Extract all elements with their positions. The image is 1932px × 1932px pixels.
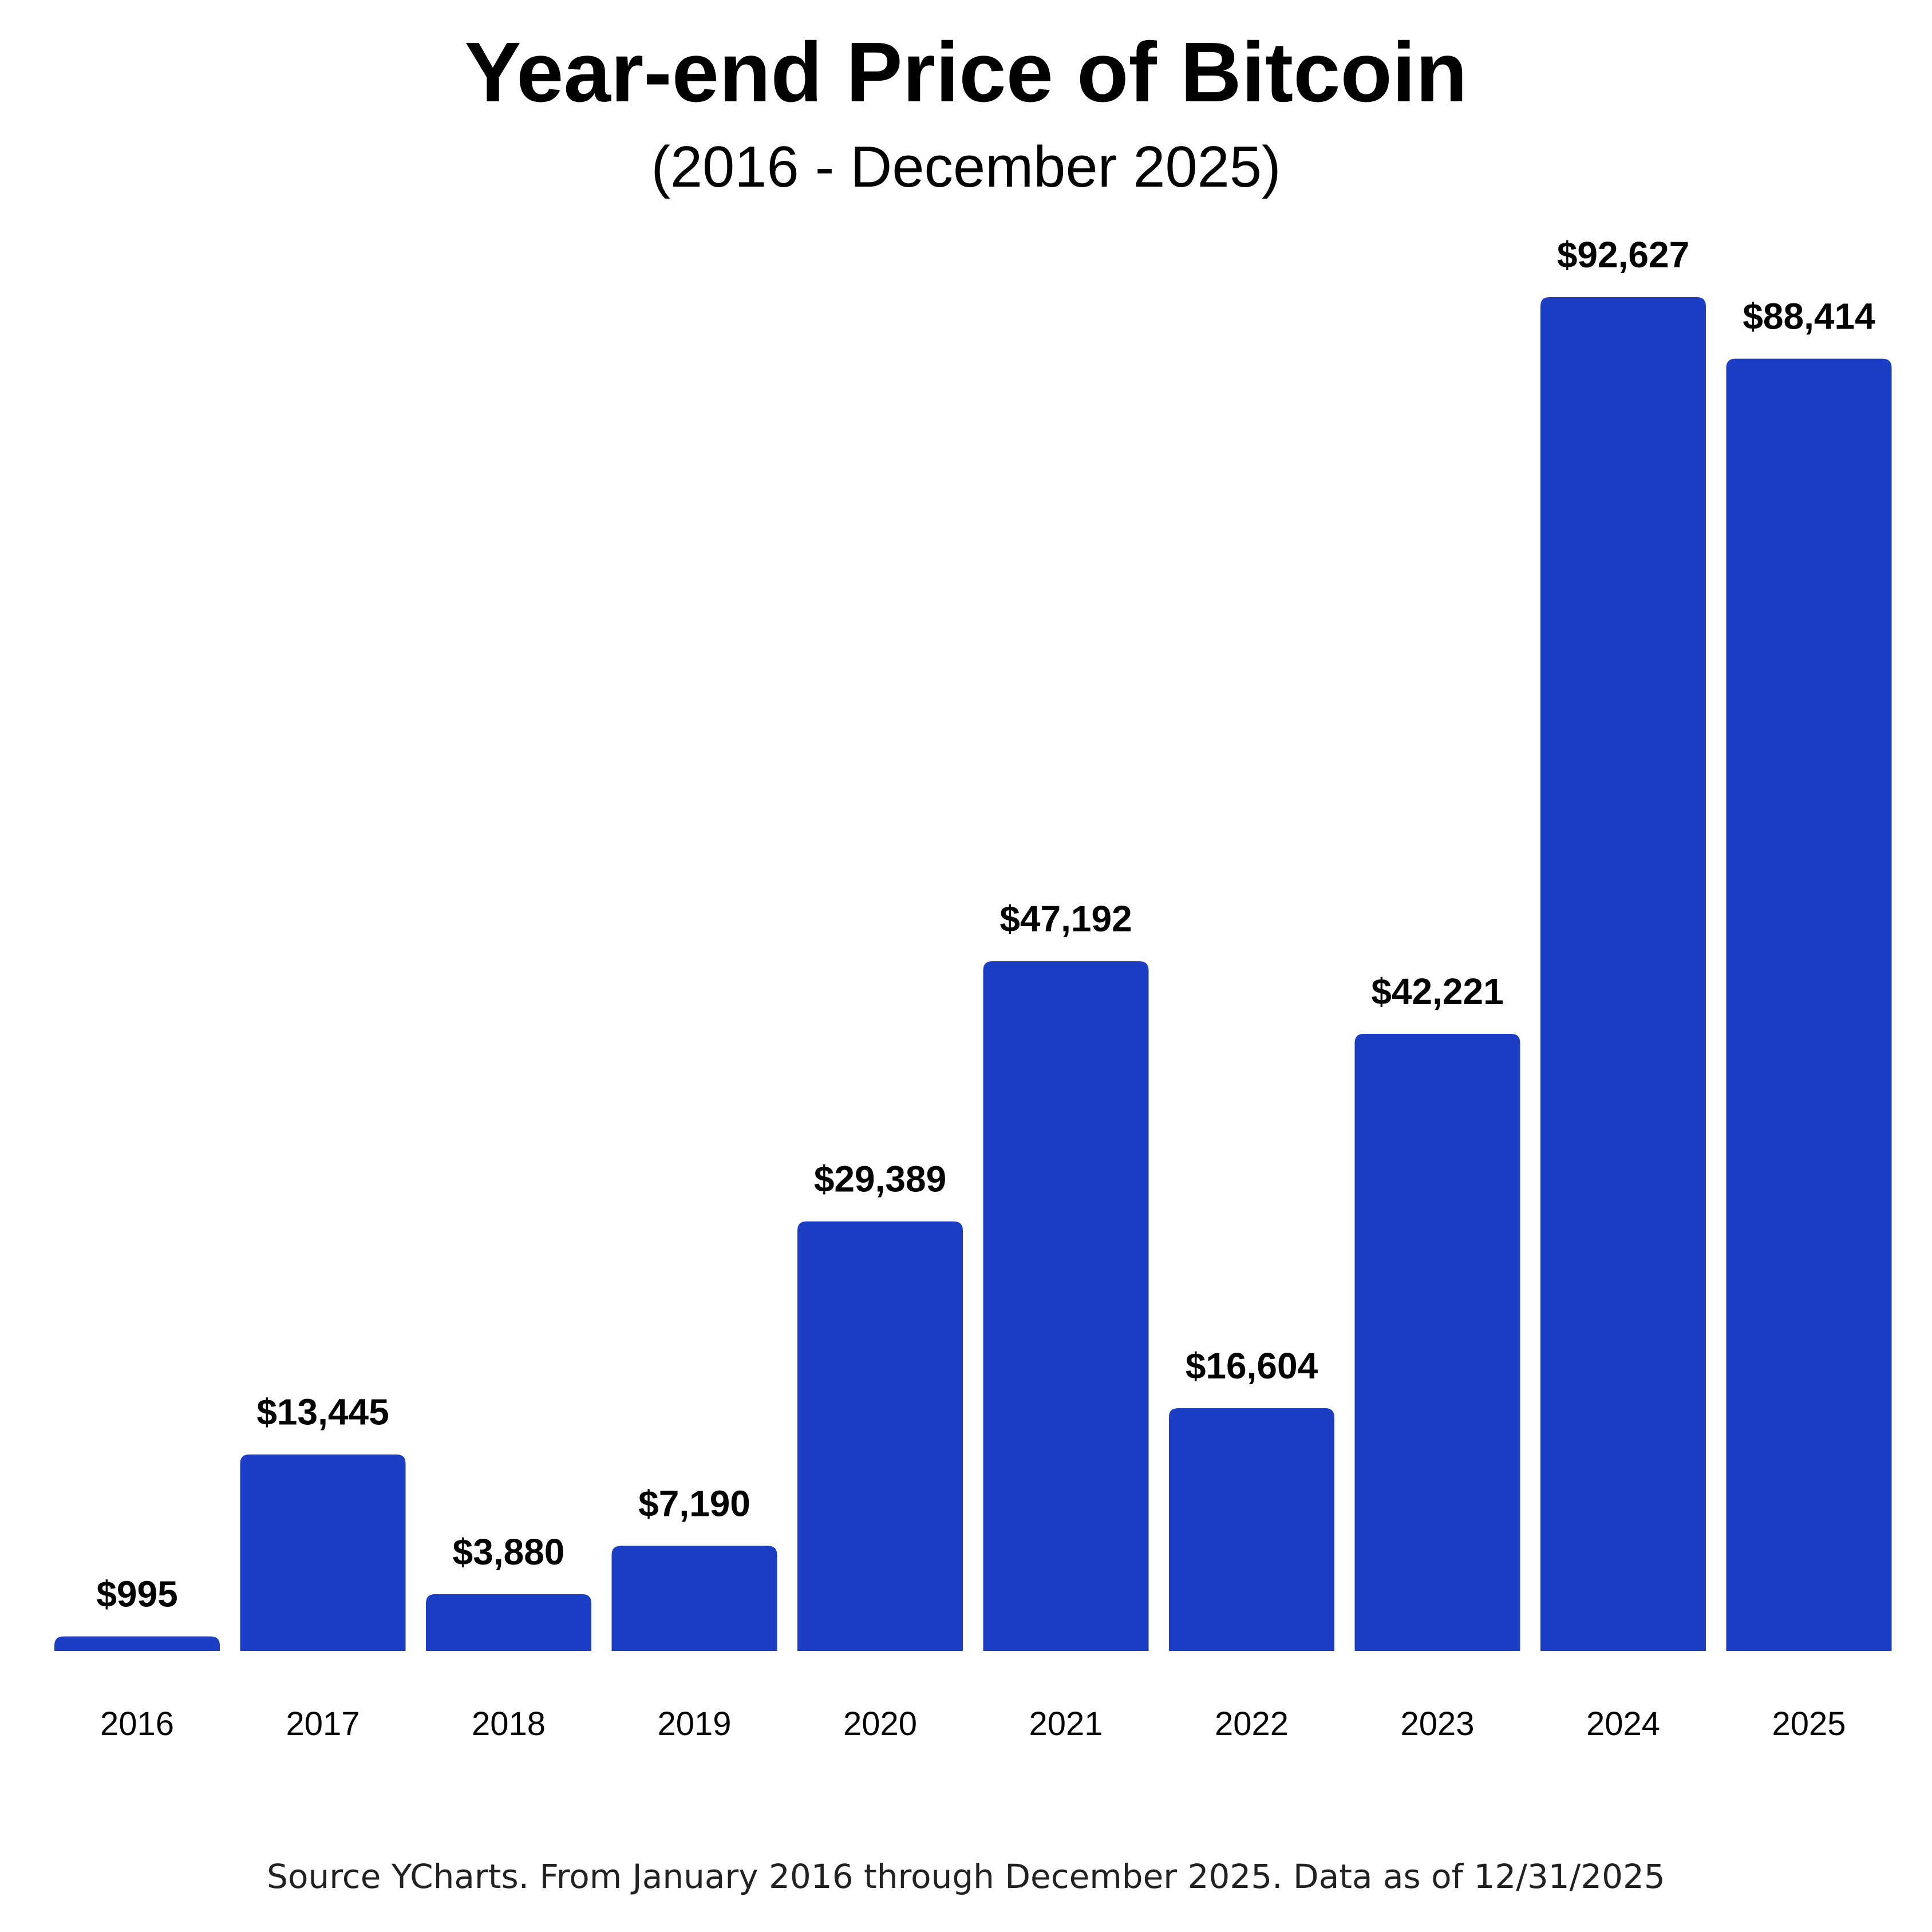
data-label-2024: $92,627 [1557, 234, 1689, 275]
x-tick-label-2021: 2021 [1029, 1705, 1103, 1743]
data-label-2022: $16,604 [1186, 1345, 1318, 1386]
bar-2017 [240, 1454, 406, 1651]
bar-2025 [1726, 358, 1892, 1652]
chart-title: Year-end Price of Bitcoin [464, 25, 1468, 120]
data-label-2020: $29,389 [814, 1159, 946, 1200]
x-tick-label-2022: 2022 [1215, 1705, 1289, 1743]
bar-2024 [1540, 297, 1706, 1651]
data-label-2017: $13,445 [256, 1392, 389, 1433]
chart-subtitle: (2016 - December 2025) [651, 135, 1281, 199]
x-tick-label-2016: 2016 [100, 1705, 174, 1743]
x-tick-label-2019: 2019 [657, 1705, 731, 1743]
bar-2020 [797, 1221, 963, 1651]
data-label-2016: $995 [96, 1574, 177, 1615]
data-label-2019: $7,190 [638, 1483, 750, 1524]
bar-2019 [611, 1546, 777, 1651]
data-label-2023: $42,221 [1371, 971, 1503, 1012]
x-tick-label-2018: 2018 [472, 1705, 546, 1743]
source-note: Source YCharts. From January 2016 throug… [267, 1857, 1665, 1896]
data-label-2025: $88,414 [1743, 296, 1875, 337]
x-tick-label-2023: 2023 [1400, 1705, 1474, 1743]
x-tick-label-2024: 2024 [1586, 1705, 1660, 1743]
data-label-2021: $47,192 [999, 898, 1132, 939]
bar-2018 [426, 1594, 591, 1651]
x-tick-label-2017: 2017 [286, 1705, 359, 1743]
x-tick-label-2025: 2025 [1772, 1705, 1846, 1743]
bar-2021 [983, 961, 1149, 1651]
bar-2016 [54, 1636, 220, 1651]
x-tick-label-2020: 2020 [843, 1705, 917, 1743]
data-label-2018: $3,880 [453, 1531, 565, 1573]
bar-2023 [1354, 1033, 1520, 1651]
bar-2022 [1169, 1408, 1334, 1651]
